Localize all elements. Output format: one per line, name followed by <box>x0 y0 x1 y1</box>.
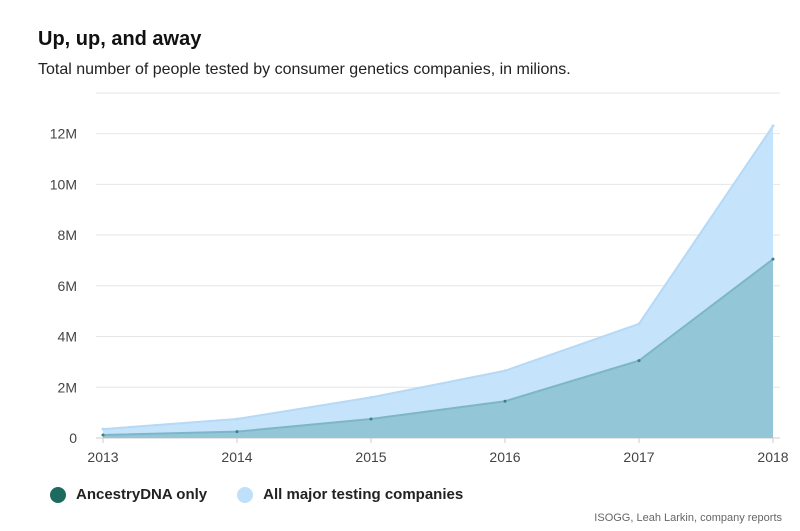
data-point[interactable] <box>101 433 105 437</box>
y-tick-label: 8M <box>58 227 77 243</box>
y-tick-label: 12M <box>50 126 77 142</box>
area-series <box>101 124 775 439</box>
y-tick-label: 4M <box>58 329 77 345</box>
data-point[interactable] <box>637 359 641 363</box>
legend-label-ancestry: AncestryDNA only <box>76 486 208 503</box>
data-point[interactable] <box>771 257 775 261</box>
chart-title: Up, up, and away <box>38 28 202 50</box>
legend: AncestryDNA only All major testing compa… <box>50 486 493 503</box>
data-point[interactable] <box>503 399 507 403</box>
data-point[interactable] <box>235 417 239 421</box>
x-tick-label: 2013 <box>87 449 118 465</box>
legend-item-ancestry[interactable]: AncestryDNA only <box>50 486 207 503</box>
y-axis-tick-labels: 0 2M 4M 6M 8M 10M 12M <box>50 126 77 446</box>
x-tick-label: 2017 <box>623 449 654 465</box>
chart-subtitle: Total number of people tested by consume… <box>38 61 571 78</box>
legend-swatch-ancestry <box>50 486 66 503</box>
data-point[interactable] <box>369 417 373 421</box>
source-note: ISOGG, Leah Larkin, company reports <box>594 512 782 524</box>
y-tick-label: 6M <box>58 278 77 294</box>
x-tick-label: 2014 <box>221 449 252 465</box>
legend-swatch-all-companies <box>237 486 254 503</box>
x-tick-label: 2015 <box>355 449 386 465</box>
data-point[interactable] <box>771 124 775 128</box>
y-tick-label: 0 <box>69 430 77 446</box>
x-tick-label: 2016 <box>489 449 520 465</box>
line-all-companies <box>102 125 774 431</box>
legend-item-all-companies[interactable]: All major testing companies <box>237 486 463 503</box>
x-tick-label: 2018 <box>757 449 788 465</box>
data-point[interactable] <box>369 395 373 399</box>
area-all-companies <box>103 125 773 439</box>
line-ancestry <box>102 258 774 436</box>
y-tick-label: 10M <box>50 176 77 192</box>
data-point[interactable] <box>503 369 507 373</box>
data-point[interactable] <box>235 430 239 434</box>
data-point[interactable] <box>101 427 105 431</box>
area-ancestry <box>103 259 773 438</box>
legend-label-all-companies: All major testing companies <box>263 486 464 503</box>
x-axis-tick-labels: 2013 2014 2015 2016 2017 2018 <box>87 438 789 465</box>
data-point[interactable] <box>637 322 641 326</box>
y-tick-label: 2M <box>58 379 77 395</box>
